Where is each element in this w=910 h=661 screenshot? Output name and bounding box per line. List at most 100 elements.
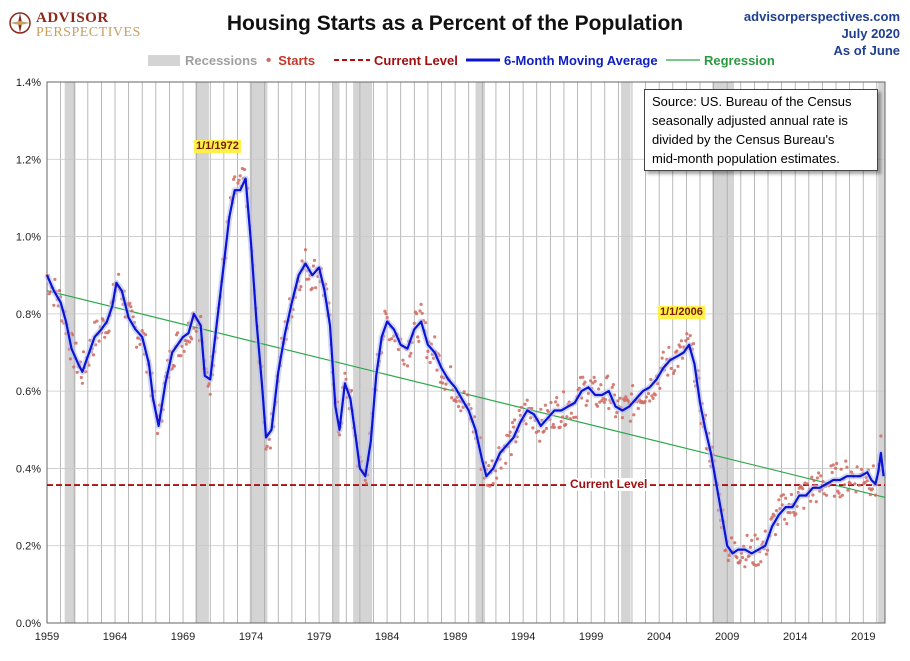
starts-point [614, 415, 618, 419]
starts-point [871, 464, 876, 468]
starts-point [556, 403, 560, 407]
x-tick-label: 1974 [239, 631, 263, 643]
starts-point [583, 380, 587, 384]
starts-point [554, 400, 558, 404]
starts-point [74, 341, 78, 345]
starts-point [117, 272, 121, 276]
starts-point [819, 474, 823, 478]
starts-point [784, 496, 788, 500]
starts-point [364, 482, 368, 486]
starts-point [409, 351, 413, 355]
starts-point [140, 329, 144, 333]
starts-point [523, 402, 527, 406]
starts-point [610, 385, 614, 389]
starts-point [741, 555, 745, 560]
starts-point [130, 309, 134, 313]
starts-point [80, 381, 84, 385]
starts-point [91, 353, 96, 357]
source-line-3: divided by the Census Bureau's [652, 132, 835, 147]
starts-point [615, 411, 619, 415]
starts-point [783, 517, 787, 521]
x-tick-label: 1964 [103, 631, 127, 643]
starts-point [785, 522, 789, 526]
starts-point [184, 342, 188, 346]
starts-point [441, 381, 445, 385]
starts-point [591, 381, 595, 385]
legend-ma-label: 6-Month Moving Average [504, 53, 658, 68]
starts-point [568, 417, 572, 421]
starts-point [755, 537, 760, 541]
compass-icon [9, 12, 31, 34]
starts-point [560, 415, 565, 419]
moving-average-line [45, 177, 885, 555]
starts-point [103, 335, 107, 339]
peak-2006-label: 1/1/2006 [658, 306, 705, 319]
starts-point [574, 415, 578, 419]
starts-point [265, 444, 269, 448]
starts-point [555, 396, 559, 400]
starts-point [507, 434, 511, 438]
legend-recessions-label: Recessions [185, 53, 258, 68]
starts-point [542, 429, 546, 433]
starts-point [182, 349, 186, 353]
starts-point [428, 360, 432, 365]
starts-dot-icon: • [266, 52, 272, 69]
starts-point [298, 288, 302, 292]
starts-point [759, 560, 763, 564]
starts-point [745, 533, 749, 538]
starts-point [817, 471, 821, 475]
starts-point [564, 422, 568, 427]
starts-point [788, 510, 792, 515]
starts-point [584, 403, 588, 407]
starts-point [629, 392, 634, 396]
starts-point [602, 400, 606, 404]
starts-point [773, 533, 778, 537]
starts-point [497, 446, 501, 450]
starts-point [839, 467, 843, 471]
starts-point [607, 406, 611, 411]
starts-point [648, 399, 652, 403]
starts-point [831, 463, 835, 467]
starts-point [733, 541, 737, 545]
starts-point [401, 358, 405, 362]
starts-point [624, 395, 628, 399]
site-url: advisorperspectives.com [743, 9, 900, 24]
starts-point [449, 365, 453, 369]
starts-point [199, 314, 203, 319]
x-tick-label: 2009 [715, 631, 739, 643]
starts-point [81, 350, 86, 354]
starts-point [396, 347, 400, 352]
starts-point [75, 370, 79, 374]
starts-point [792, 510, 796, 514]
starts-point [846, 488, 850, 492]
starts-point [415, 312, 419, 316]
starts-point [456, 404, 461, 409]
starts-point [801, 487, 805, 491]
starts-point [845, 465, 849, 469]
starts-point [232, 177, 236, 181]
recession-band [878, 82, 885, 623]
starts-point [519, 405, 524, 409]
y-tick-label: 0.2% [16, 541, 41, 553]
starts-point [499, 466, 503, 470]
starts-point [303, 248, 308, 252]
starts-point [551, 422, 555, 427]
starts-point [860, 467, 864, 471]
starts-point [206, 384, 210, 388]
starts-point [569, 411, 574, 415]
starts-point [420, 311, 424, 315]
starts-point [611, 383, 616, 387]
starts-point [592, 375, 596, 379]
starts-point [643, 399, 647, 403]
peak-1972-label: 1/1/1972 [194, 140, 241, 153]
starts-point [595, 404, 600, 408]
starts-point [834, 466, 838, 470]
starts-point [770, 515, 774, 519]
starts-point [128, 301, 132, 305]
chart-title: Housing Starts as a Percent of the Popul… [226, 12, 684, 35]
starts-point [585, 399, 589, 403]
report-date: July 2020 [841, 26, 900, 41]
starts-point [738, 559, 742, 563]
starts-point [312, 258, 317, 262]
starts-point [176, 331, 180, 335]
